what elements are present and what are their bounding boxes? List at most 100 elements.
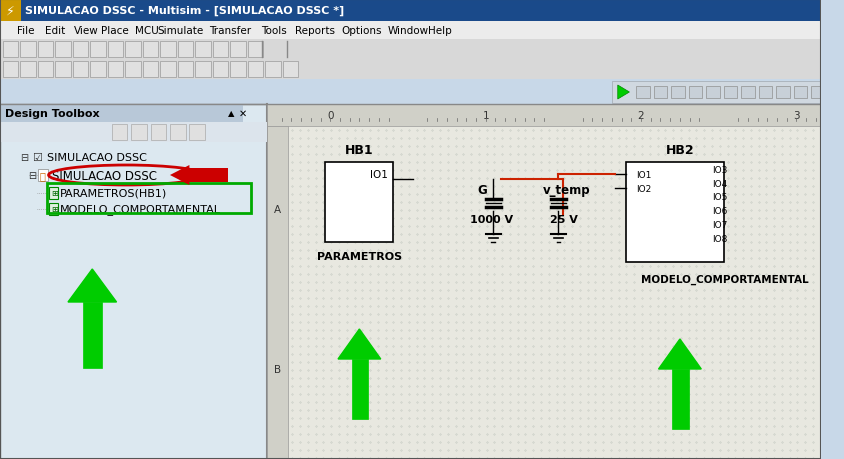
Bar xyxy=(38,42,53,58)
Bar xyxy=(125,62,141,78)
Text: 0: 0 xyxy=(327,111,333,121)
Bar xyxy=(0,0,21,22)
Text: File: File xyxy=(18,26,35,36)
Polygon shape xyxy=(170,166,189,185)
Text: 1000 V: 1000 V xyxy=(469,214,512,224)
Bar xyxy=(213,62,228,78)
Bar xyxy=(38,170,47,182)
Bar xyxy=(20,42,36,58)
Text: Window: Window xyxy=(387,26,428,36)
Bar xyxy=(195,62,210,78)
Bar xyxy=(267,105,820,127)
Bar xyxy=(143,42,158,58)
Text: HB1: HB1 xyxy=(344,143,373,156)
Bar xyxy=(3,42,19,58)
Bar xyxy=(810,87,824,99)
Bar xyxy=(793,87,806,99)
Bar xyxy=(670,87,684,99)
Bar xyxy=(108,62,123,78)
Bar xyxy=(20,62,36,78)
Polygon shape xyxy=(184,168,228,183)
Bar xyxy=(758,87,771,99)
Bar xyxy=(73,42,89,58)
Bar xyxy=(90,62,106,78)
Bar xyxy=(38,62,53,78)
Polygon shape xyxy=(338,329,381,359)
Bar xyxy=(160,42,176,58)
Bar xyxy=(170,125,186,141)
Bar xyxy=(265,62,280,78)
Bar xyxy=(653,87,667,99)
Bar xyxy=(56,62,71,78)
Text: ⊞: ⊞ xyxy=(51,205,58,214)
Bar xyxy=(0,0,820,22)
Text: v_temp: v_temp xyxy=(542,183,589,196)
Text: 📄: 📄 xyxy=(40,171,46,180)
Text: Design Toolbox: Design Toolbox xyxy=(5,109,100,119)
Text: MODELO_COMPORTAMENTAL: MODELO_COMPORTAMENTAL xyxy=(641,274,808,285)
Bar xyxy=(247,42,263,58)
Bar xyxy=(177,42,193,58)
Bar xyxy=(775,87,789,99)
Text: Edit: Edit xyxy=(46,26,66,36)
Bar xyxy=(722,87,736,99)
Text: ⊟: ⊟ xyxy=(20,153,29,162)
Bar xyxy=(213,42,228,58)
Text: Simulate: Simulate xyxy=(157,26,203,36)
Text: Tools: Tools xyxy=(261,26,287,36)
Text: Options: Options xyxy=(341,26,381,36)
Bar xyxy=(56,42,71,58)
Text: B: B xyxy=(274,364,281,374)
Text: Transfer: Transfer xyxy=(209,26,252,36)
Text: ✕: ✕ xyxy=(239,109,246,119)
Bar xyxy=(46,184,251,213)
Bar xyxy=(131,125,147,141)
Text: PARAMETROS: PARAMETROS xyxy=(316,252,402,262)
Text: SIMULACAO DSSC - Multisim - [SIMULACAO DSSC *]: SIMULACAO DSSC - Multisim - [SIMULACAO D… xyxy=(25,6,344,16)
Bar xyxy=(267,105,820,459)
Text: IO3: IO3 xyxy=(711,165,727,174)
Bar xyxy=(0,40,820,60)
Text: SIMULACAO DSSC: SIMULACAO DSSC xyxy=(46,153,146,162)
Text: IO8: IO8 xyxy=(711,235,727,244)
Text: Reports: Reports xyxy=(295,26,335,36)
Text: Help: Help xyxy=(427,26,451,36)
Bar xyxy=(177,62,193,78)
Text: G: G xyxy=(476,183,486,196)
Bar xyxy=(706,87,719,99)
Bar xyxy=(189,125,205,141)
Bar xyxy=(267,127,288,459)
Text: HB2: HB2 xyxy=(665,143,694,156)
Bar xyxy=(230,62,246,78)
Bar xyxy=(282,62,298,78)
Bar xyxy=(125,42,141,58)
Bar xyxy=(0,60,820,80)
Bar xyxy=(108,42,123,58)
Text: IO1: IO1 xyxy=(370,170,387,179)
Text: PARAMETROS(HB1): PARAMETROS(HB1) xyxy=(60,189,167,199)
Bar xyxy=(48,188,58,200)
Text: ⊞: ⊞ xyxy=(51,189,58,198)
Bar xyxy=(0,123,267,143)
Bar xyxy=(351,359,368,419)
Bar xyxy=(90,42,106,58)
Bar xyxy=(325,162,393,242)
Text: IO2: IO2 xyxy=(636,184,651,193)
Bar xyxy=(83,302,102,368)
Bar xyxy=(143,62,158,78)
Text: 1: 1 xyxy=(482,111,489,121)
Bar xyxy=(636,87,649,99)
Text: A: A xyxy=(274,205,281,214)
Polygon shape xyxy=(657,339,701,369)
Text: SIMULACAO DSSC: SIMULACAO DSSC xyxy=(52,169,157,182)
Text: 2: 2 xyxy=(637,111,644,121)
Text: ⊟: ⊟ xyxy=(28,171,36,180)
Text: View: View xyxy=(73,26,98,36)
Text: MODELO_COMPORTAMENTAL: MODELO_COMPORTAMENTAL xyxy=(60,204,221,215)
Text: Place: Place xyxy=(101,26,129,36)
Text: IO4: IO4 xyxy=(711,179,727,188)
Bar xyxy=(0,22,820,40)
Bar xyxy=(0,105,242,123)
Text: IO6: IO6 xyxy=(711,207,727,216)
Bar xyxy=(160,62,176,78)
